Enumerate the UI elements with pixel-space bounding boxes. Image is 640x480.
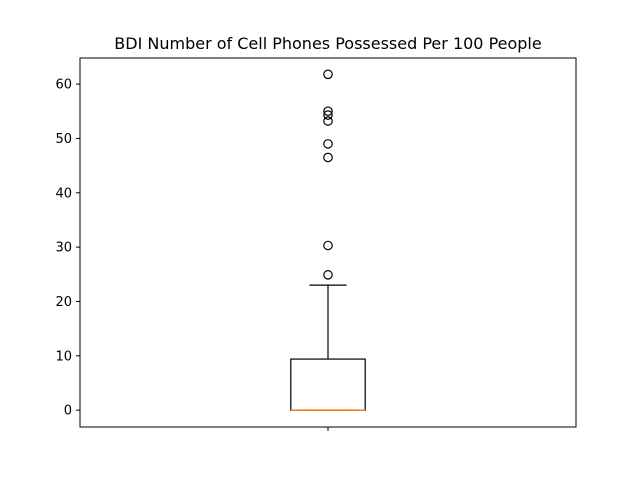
- outlier-point: [323, 240, 333, 251]
- y-tick-label: 60: [55, 78, 72, 93]
- outlier-point: [323, 69, 333, 80]
- outlier-point: [323, 270, 333, 280]
- outlier-point: [323, 152, 333, 163]
- chart-title: BDI Number of Cell Phones Possessed Per …: [114, 34, 541, 53]
- axes-frame: [79, 57, 577, 428]
- y-tick-label: 50: [55, 132, 72, 147]
- y-tick-label: 30: [55, 241, 72, 256]
- outlier-point: [323, 116, 333, 126]
- y-tick-label: 20: [55, 295, 72, 310]
- y-tick-label: 10: [55, 349, 72, 364]
- y-tick-label: 40: [55, 186, 72, 201]
- outlier-point: [323, 106, 333, 117]
- y-tick-label: 0: [64, 404, 72, 419]
- plot-layer: 0 10 20 30 40 50 60: [55, 69, 366, 431]
- outlier-point: [323, 110, 333, 120]
- outlier-point: [323, 139, 333, 149]
